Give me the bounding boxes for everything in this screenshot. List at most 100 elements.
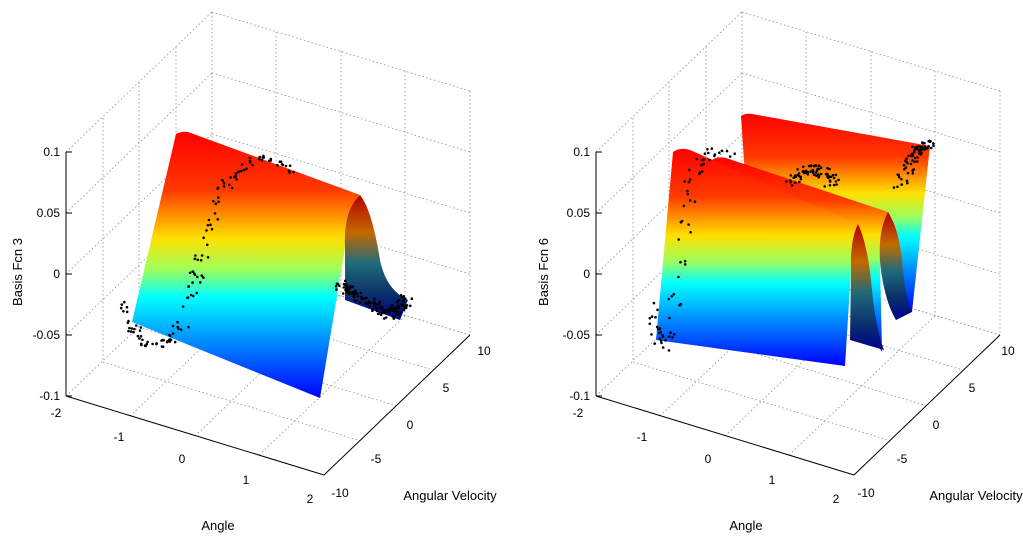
sample-point <box>251 163 254 167</box>
sample-point <box>785 180 788 183</box>
sample-point <box>391 307 395 310</box>
sample-point <box>896 185 899 189</box>
sample-point <box>832 176 836 180</box>
sample-point <box>728 155 732 158</box>
sample-point <box>288 164 292 167</box>
sample-point <box>375 309 379 313</box>
sample-point <box>827 176 830 180</box>
sample-point <box>371 309 374 313</box>
sample-point <box>212 200 215 203</box>
sample-point <box>334 285 338 288</box>
sample-point <box>652 301 656 305</box>
z-tick: 0 <box>53 267 60 281</box>
sample-point <box>668 316 671 320</box>
sample-point <box>667 297 670 301</box>
angle-tick: 2 <box>833 492 840 506</box>
sample-point <box>814 164 818 167</box>
surface-right-ridge-front-side <box>850 224 884 350</box>
sample-point <box>240 163 244 166</box>
sample-point <box>683 259 687 263</box>
velocity-tick: -5 <box>897 452 908 466</box>
sample-point <box>191 281 194 284</box>
sample-point <box>351 285 355 289</box>
sample-point <box>374 306 378 310</box>
sample-point <box>202 276 205 279</box>
sample-point <box>900 178 903 181</box>
sample-point <box>127 329 130 333</box>
sample-point <box>359 291 363 295</box>
sample-point <box>196 258 199 262</box>
surface-left-side <box>344 195 408 320</box>
sample-point <box>826 172 829 176</box>
sample-point <box>161 338 165 342</box>
sample-point <box>222 182 226 185</box>
z-axis-right: 0.1 0.05 0 -0.05 -0.1 <box>563 145 602 403</box>
sample-point <box>130 327 134 330</box>
velocity-tick: 10 <box>1001 344 1015 358</box>
sample-points-left <box>119 154 414 349</box>
sample-point <box>138 329 142 332</box>
sample-point <box>809 170 812 173</box>
sample-point <box>261 156 265 159</box>
sample-point <box>650 333 653 336</box>
sample-point <box>831 173 835 177</box>
sample-point <box>373 297 376 301</box>
sample-point <box>189 293 193 297</box>
sample-point <box>828 184 832 187</box>
sample-point <box>281 163 285 167</box>
sample-point <box>713 154 716 158</box>
sample-point <box>188 271 192 275</box>
sample-point <box>913 148 916 152</box>
sample-point <box>810 164 813 167</box>
sample-point <box>913 150 916 154</box>
sample-point <box>656 308 659 312</box>
sample-point <box>187 285 190 288</box>
sample-point <box>382 311 386 315</box>
sample-point <box>912 168 916 171</box>
sample-point <box>394 306 397 310</box>
sample-point <box>173 340 177 344</box>
sample-point <box>396 304 400 308</box>
sample-point <box>796 168 799 171</box>
angle-tick: -2 <box>51 406 62 420</box>
sample-point <box>193 272 196 275</box>
sample-point <box>897 173 900 177</box>
sample-point <box>391 315 395 318</box>
sample-point <box>648 316 652 320</box>
sample-point <box>373 303 377 307</box>
sample-point <box>278 160 282 164</box>
velocity-axis-label-left: Angular Velocity <box>403 488 497 503</box>
velocity-tick: -10 <box>331 486 349 500</box>
sample-point <box>240 169 243 173</box>
sample-point <box>258 157 261 161</box>
sample-point <box>683 263 687 266</box>
sample-point <box>680 219 684 223</box>
sample-point <box>166 340 169 343</box>
sample-point <box>155 342 158 345</box>
sample-point <box>176 320 179 324</box>
z-tick: 0.1 <box>573 145 590 159</box>
sample-point <box>659 339 663 343</box>
sample-point <box>812 164 816 168</box>
sample-point <box>923 147 927 150</box>
z-tick: 0.05 <box>567 206 591 220</box>
sample-point <box>677 238 680 241</box>
sample-point <box>399 303 403 306</box>
surface-right-ridge-middle-side <box>879 212 912 320</box>
surface-right-ridge-front <box>656 148 858 366</box>
sample-point <box>388 310 391 313</box>
sample-point <box>125 305 129 309</box>
velocity-tick: 0 <box>933 418 940 432</box>
sample-point <box>911 159 914 162</box>
sample-point <box>402 300 405 303</box>
sample-point <box>245 167 248 171</box>
sample-point <box>132 330 135 334</box>
sample-point <box>799 175 803 179</box>
sample-point <box>120 303 124 306</box>
sample-point <box>932 142 935 145</box>
sample-point <box>248 156 252 160</box>
sample-point <box>139 334 143 338</box>
sample-point <box>794 175 798 179</box>
sample-point <box>920 151 923 154</box>
sample-point <box>801 165 805 169</box>
